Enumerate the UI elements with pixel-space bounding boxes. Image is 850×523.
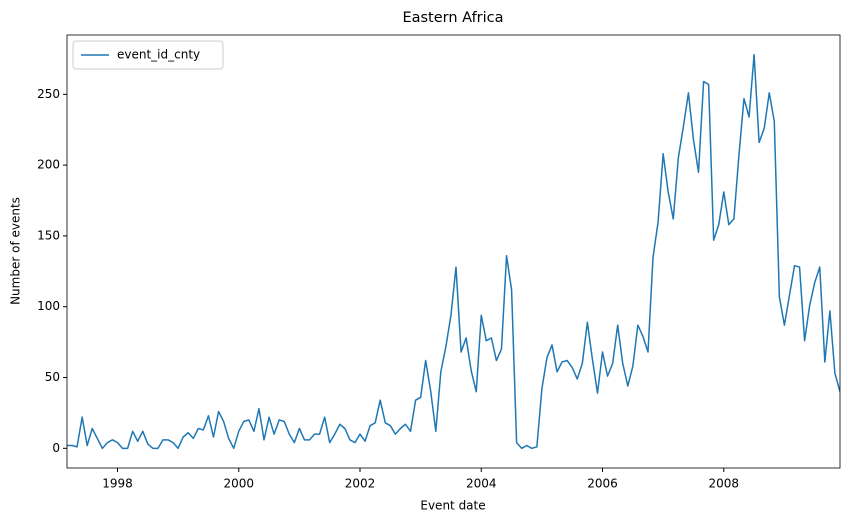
legend-box xyxy=(72,40,224,70)
x-axis-label: Event date xyxy=(420,499,485,513)
y-tick-label: 100 xyxy=(37,299,60,313)
x-tick-label: 2000 xyxy=(223,477,254,491)
legend-label: event_id_cnty xyxy=(117,48,200,62)
y-tick-label: 250 xyxy=(37,87,60,101)
x-tick-label: 2006 xyxy=(587,477,618,491)
y-axis-label: Number of events xyxy=(9,197,23,305)
data-line xyxy=(67,53,840,450)
chart-title: Eastern Africa xyxy=(402,10,503,26)
y-tick-label: 0 xyxy=(52,441,60,455)
plot-frame xyxy=(66,34,841,469)
y-tick-label: 150 xyxy=(37,228,60,242)
x-tick-label: 2004 xyxy=(466,477,497,491)
x-tick-label: 2002 xyxy=(345,477,376,491)
x-tick-label: 1998 xyxy=(102,477,133,491)
y-tick-label: 200 xyxy=(37,158,60,172)
y-tick-label: 50 xyxy=(45,370,60,384)
x-tick-label: 2008 xyxy=(709,477,740,491)
